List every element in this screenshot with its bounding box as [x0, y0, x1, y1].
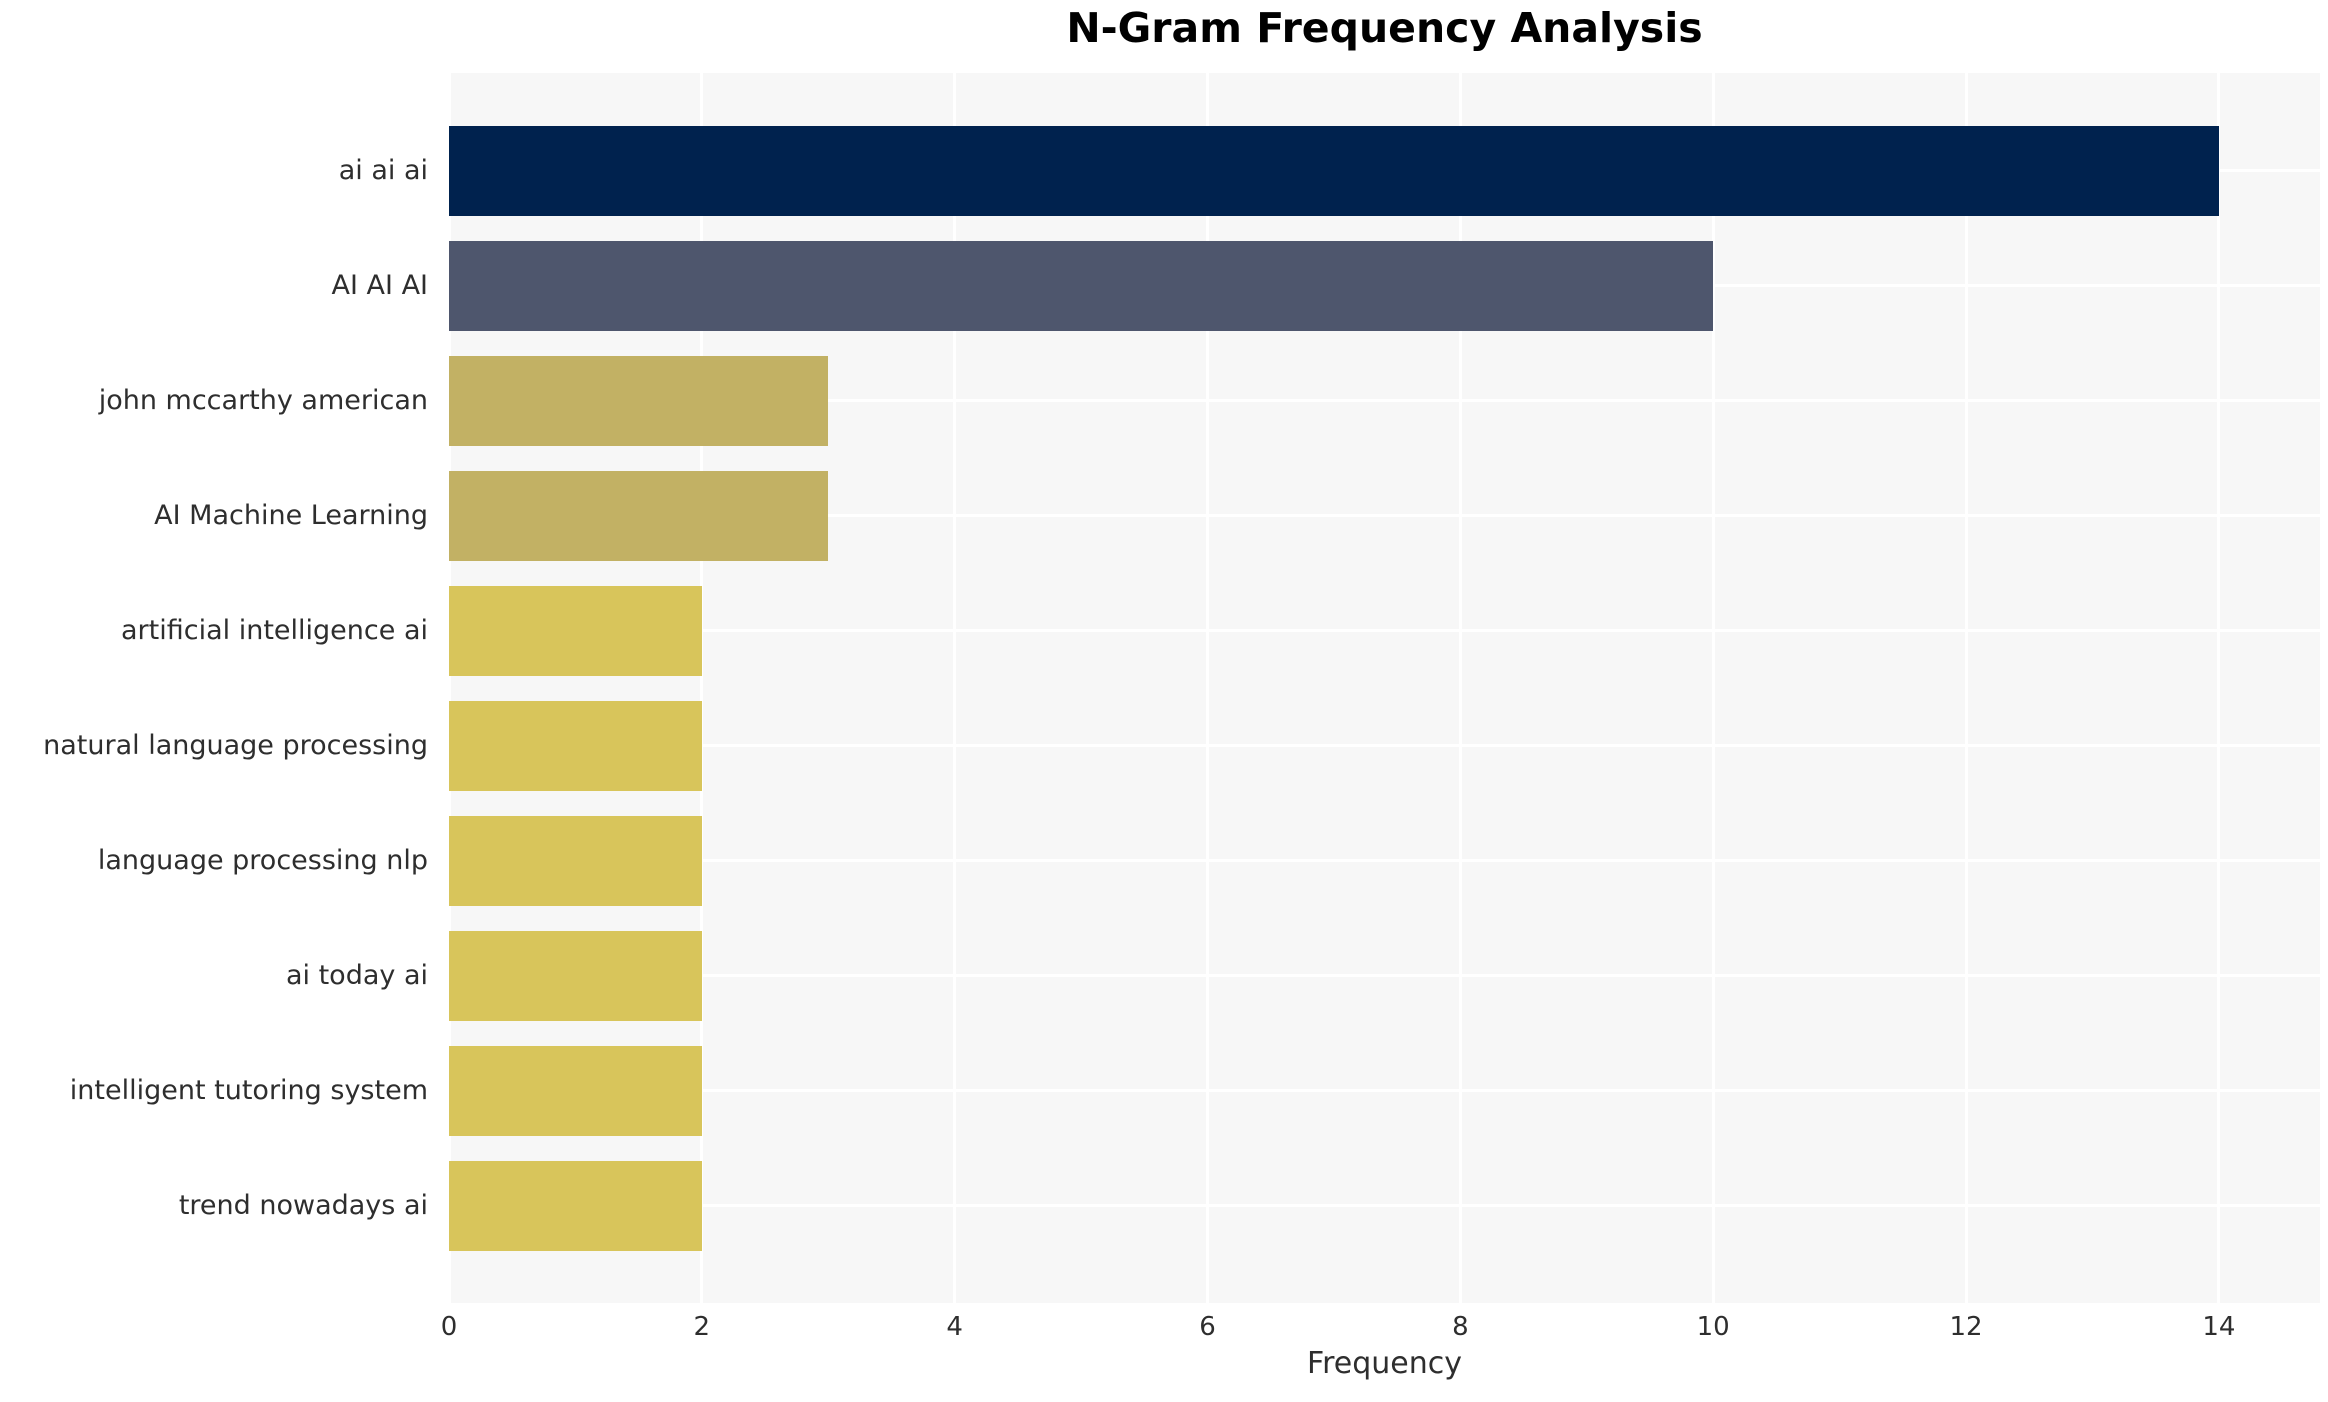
vertical-gridline [1206, 73, 1209, 1303]
x-tick-label: 6 [1199, 1312, 1216, 1342]
x-tick-label: 8 [1452, 1312, 1469, 1342]
chart-title: N-Gram Frequency Analysis [1066, 4, 1703, 52]
bar-ai-ai-ai [449, 240, 1714, 331]
y-tick-label: artificial intelligence ai [121, 615, 428, 646]
horizontal-gridline [449, 399, 2320, 402]
horizontal-gridline [449, 514, 2320, 517]
vertical-gridline [1711, 73, 1715, 1303]
y-tick-label: ai today ai [285, 960, 428, 991]
x-axis-title: Frequency [1307, 1346, 1462, 1381]
x-axis-ticks: 0 2 4 6 8 10 12 14 [441, 1312, 2320, 1352]
horizontal-gridline [449, 1089, 2320, 1092]
bar-natural-language-processing [449, 700, 702, 791]
vertical-gridline [953, 73, 957, 1303]
y-tick-label: natural language processing [43, 730, 428, 761]
vertical-gridline [2217, 73, 2221, 1303]
x-tick-label: 2 [693, 1312, 711, 1342]
bar-intelligent-tutoring-system [449, 1045, 702, 1136]
bar-artificial-intelligence-ai [449, 585, 702, 676]
y-tick-label: trend nowadays ai [178, 1190, 428, 1221]
bar-john-mccarthy-american [449, 355, 829, 446]
y-axis-labels: ai ai ai AI AI AI john mccarthy american AI… [0, 73, 434, 1303]
horizontal-gridline [449, 974, 2320, 977]
y-tick-label: AI AI AI [331, 270, 428, 301]
vertical-gridline [449, 73, 451, 1303]
vertical-gridline [1458, 73, 1462, 1303]
plot-area [449, 73, 2320, 1303]
bar-ai-machine-learning [449, 470, 829, 561]
y-tick-label: john mccarthy american [98, 385, 428, 416]
bar-language-processing-nlp [449, 815, 702, 906]
horizontal-gridline [449, 744, 2320, 747]
vertical-gridline [1964, 73, 1968, 1303]
horizontal-gridline [449, 859, 2320, 862]
horizontal-gridline [449, 1204, 2320, 1207]
y-tick-label: intelligent tutoring system [69, 1075, 428, 1106]
x-tick-label: 10 [1696, 1312, 1730, 1342]
vertical-gridline [700, 73, 704, 1303]
horizontal-gridline [449, 629, 2320, 632]
y-tick-label: language processing nlp [97, 845, 428, 876]
bar-trend-nowadays-ai [449, 1160, 702, 1251]
bar-ai-ai-ai [449, 125, 2219, 216]
bar-ai-today-ai [449, 930, 702, 1021]
x-tick-label: 14 [2202, 1312, 2236, 1342]
y-tick-label: AI Machine Learning [154, 500, 428, 531]
x-tick-label: 12 [1949, 1312, 1983, 1342]
y-tick-label: ai ai ai [338, 155, 428, 186]
x-tick-label: 0 [440, 1312, 458, 1342]
x-tick-label: 4 [946, 1312, 963, 1342]
